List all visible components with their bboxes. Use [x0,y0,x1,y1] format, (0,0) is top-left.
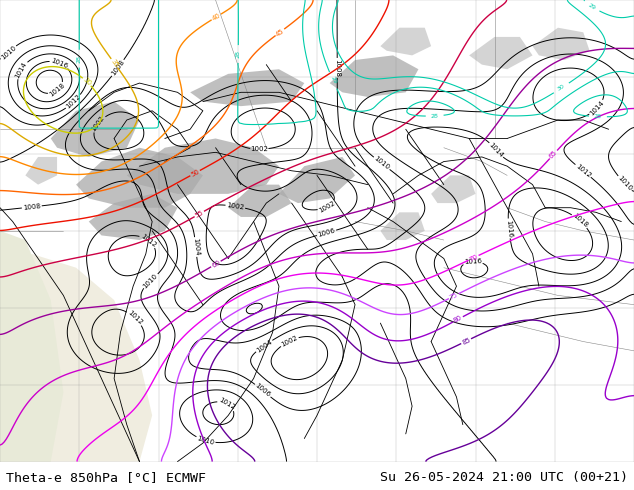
Text: 1010: 1010 [373,155,391,171]
Text: 1002: 1002 [226,202,245,211]
Polygon shape [127,139,279,194]
Text: 1012: 1012 [139,233,157,248]
Text: 1016: 1016 [50,57,69,69]
Polygon shape [279,157,355,203]
Text: 28: 28 [236,50,241,58]
Text: 1018: 1018 [48,82,66,98]
Text: 1012: 1012 [574,163,592,179]
Polygon shape [469,37,533,69]
Text: 1014: 1014 [488,142,505,159]
Polygon shape [228,185,292,217]
Text: 1010: 1010 [142,272,159,290]
Text: 45: 45 [275,27,285,37]
Polygon shape [76,147,203,208]
Text: 40: 40 [211,12,222,22]
Text: 1008: 1008 [334,59,340,77]
Text: 85: 85 [461,337,472,346]
Text: 1012: 1012 [217,397,236,411]
Text: 30: 30 [82,76,93,87]
Text: 30: 30 [557,84,566,92]
Text: 28: 28 [77,55,82,63]
Text: 80: 80 [453,315,463,324]
Text: 50: 50 [190,169,200,178]
Polygon shape [190,69,304,106]
Polygon shape [51,101,139,157]
Text: Theta-e 850hPa [°C] ECMWF: Theta-e 850hPa [°C] ECMWF [6,471,206,484]
Text: 1002: 1002 [318,200,337,214]
Text: 1014: 1014 [14,61,28,79]
Text: 60: 60 [210,259,221,269]
Text: 1004: 1004 [192,238,200,256]
Text: 1006: 1006 [254,383,272,398]
Text: 1010: 1010 [196,435,215,446]
Polygon shape [0,231,63,462]
Text: 29: 29 [587,2,597,11]
Text: 1004: 1004 [255,338,273,353]
Polygon shape [330,55,418,97]
Polygon shape [380,212,425,240]
Text: 1014: 1014 [589,99,605,117]
Text: 75: 75 [448,292,459,301]
Text: 1012: 1012 [126,310,143,326]
Text: Su 26-05-2024 21:00 UTC (00+21): Su 26-05-2024 21:00 UTC (00+21) [380,471,628,484]
Text: 29: 29 [329,75,337,85]
Text: 1008: 1008 [110,59,126,77]
Text: 1010: 1010 [616,175,633,193]
Text: 65: 65 [548,149,559,160]
Text: 1002: 1002 [250,146,268,152]
Text: 28: 28 [594,114,602,119]
Text: 1002: 1002 [91,115,106,132]
Polygon shape [380,28,431,55]
Polygon shape [89,194,178,240]
Polygon shape [0,254,152,462]
Text: 1016: 1016 [505,219,513,238]
Polygon shape [533,28,590,60]
Text: 70: 70 [469,253,479,263]
Polygon shape [431,175,476,203]
Text: 1006: 1006 [317,227,336,238]
Text: 1010: 1010 [0,44,17,61]
Text: 1016: 1016 [463,258,482,265]
Text: 1002: 1002 [280,335,299,348]
Text: 55: 55 [194,209,205,219]
Text: 35: 35 [110,58,119,69]
Text: 1012: 1012 [65,94,82,110]
Text: 1008: 1008 [23,203,41,211]
Text: 28: 28 [430,113,439,119]
Polygon shape [25,157,57,185]
Text: 1018: 1018 [571,213,588,229]
